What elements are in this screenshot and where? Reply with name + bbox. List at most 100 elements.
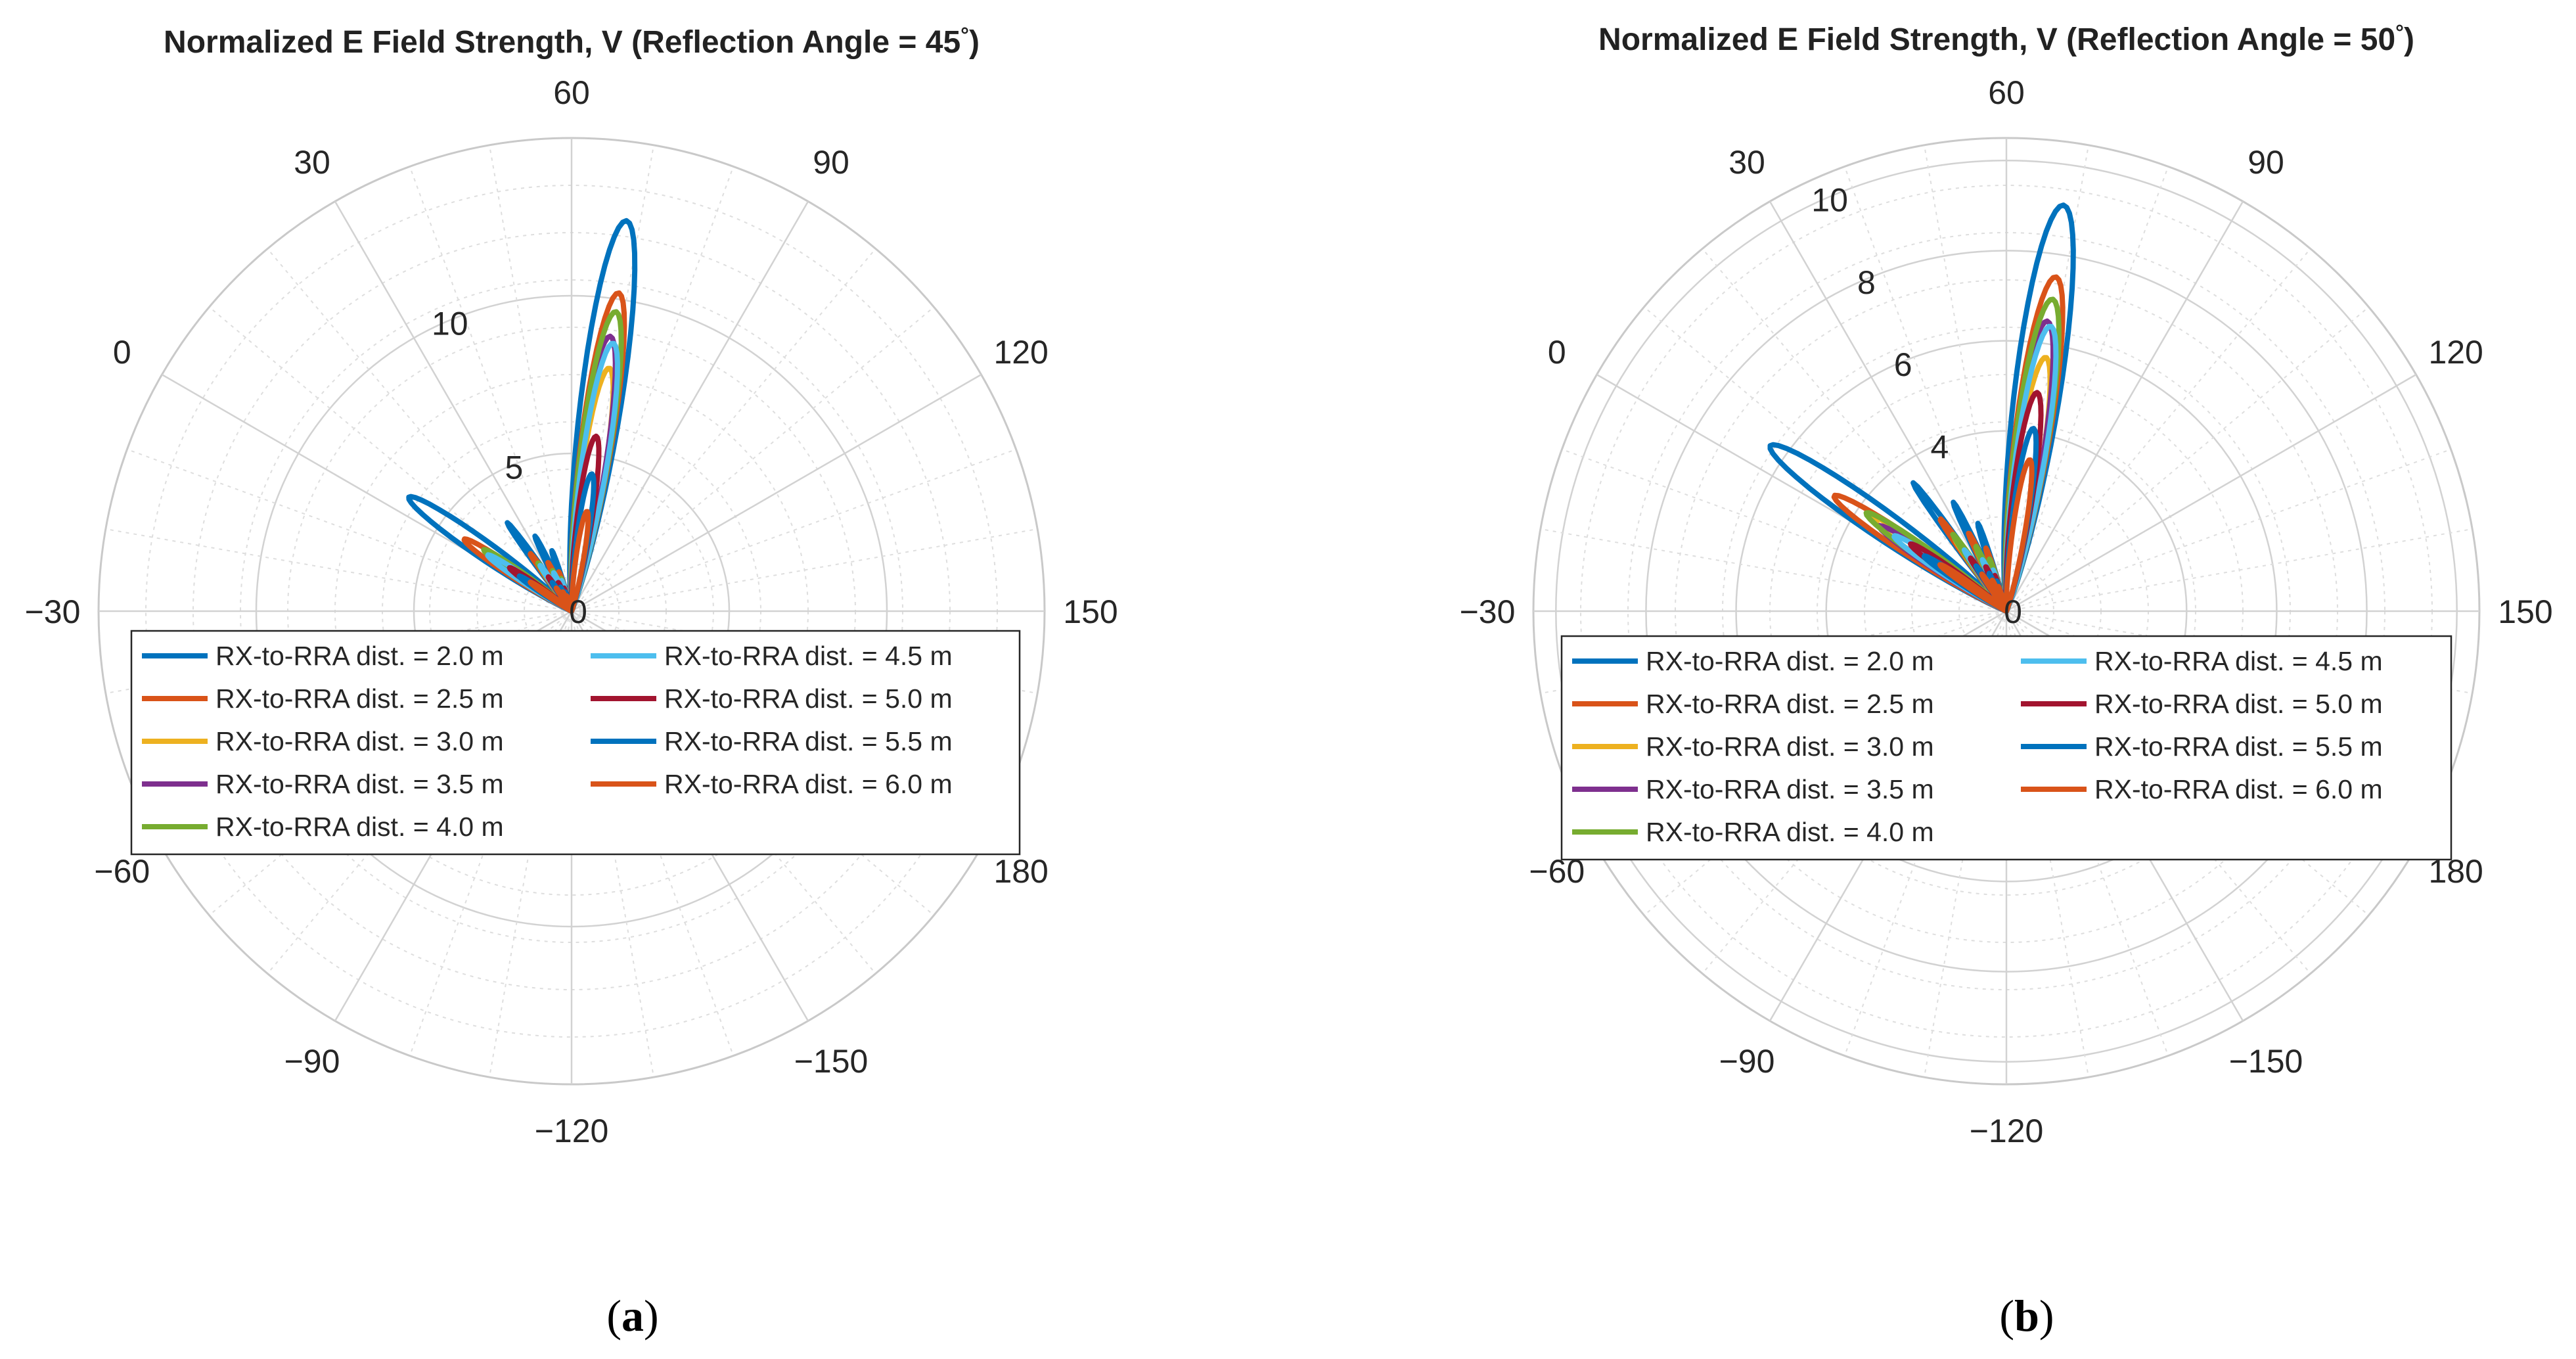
panel-b-major-spoke — [2006, 373, 2417, 612]
panel-b-minor-spoke — [2006, 166, 2169, 612]
panel-b-minor-spoke — [2006, 528, 2473, 612]
panel-b-major-spoke — [1769, 200, 2008, 612]
panel-a-minor-spoke — [409, 166, 572, 612]
panel-a-legend-label: RX-to-RRA dist. = 2.0 m — [215, 641, 504, 671]
panel-a-trace — [528, 509, 591, 614]
panel-b-radial-label: 4 — [1931, 428, 1949, 465]
panel-a-title-main: Normalized E Field Strength, V (Reflecti… — [164, 25, 960, 60]
panel-a-angle-label: 90 — [813, 144, 849, 181]
panel-b-caption-close: ) — [2039, 1291, 2054, 1341]
panel-a-radial-label: 5 — [505, 449, 523, 486]
panel-b-major-spoke — [2005, 200, 2244, 612]
panel-b-caption-letter: b — [2014, 1291, 2039, 1341]
panel-a-minor-spoke — [127, 448, 572, 612]
panel-b-angle-label: 0 — [1548, 334, 1566, 371]
panel-a-angle-label: 120 — [993, 334, 1048, 371]
panel-a-legend-box — [130, 630, 1021, 856]
panel-a-minor-spoke — [571, 306, 935, 612]
panel-a-legend-label: RX-to-RRA dist. = 4.0 m — [215, 812, 504, 842]
panel-b-radial-label: 6 — [1894, 346, 1912, 383]
panel-a-caption-close: ) — [644, 1291, 659, 1341]
panel-b-title-main: Normalized E Field Strength, V (Reflecti… — [1598, 22, 2395, 57]
panel-a-legend-label: RX-to-RRA dist. = 3.0 m — [215, 726, 504, 756]
panel-b-angle-label: −120 — [1970, 1113, 2044, 1149]
panel-b-angle-label: 120 — [2428, 334, 2483, 371]
panel-a-caption-letter: a — [621, 1291, 644, 1341]
panel-a: Normalized E Field Strength, V (Reflecti… — [25, 23, 1118, 1341]
panel-a-angle-label: 60 — [553, 74, 590, 111]
panel-b-minor-spoke — [1562, 448, 2007, 612]
panel-a-major-spoke — [334, 200, 573, 612]
panel-b-angle-label: −90 — [1719, 1043, 1775, 1080]
panel-b-legend-box — [1560, 635, 2452, 861]
panel-a-angle-label: −150 — [794, 1043, 869, 1080]
panel-a-minor-spoke — [571, 248, 876, 612]
panel-a-angle-label: −30 — [25, 593, 81, 630]
panel-a-caption-open: ( — [606, 1291, 621, 1341]
panel-b-legend-label: RX-to-RRA dist. = 5.5 m — [2094, 731, 2383, 762]
panel-a-angle-label: 150 — [1063, 593, 1118, 630]
panel-a-legend-label: RX-to-RRA dist. = 6.0 m — [664, 769, 953, 799]
panel-a-legend-label: RX-to-RRA dist. = 3.5 m — [215, 769, 504, 799]
panel-a-angle-labels: 30 60 90 120 150 180 −150 −120 −90 −60 −30 0 — [25, 74, 1118, 1149]
panel-b-title-degree: ° — [2395, 20, 2404, 44]
panel-b-angle-label: 90 — [2248, 144, 2284, 181]
panel-a-minor-spoke — [571, 528, 1038, 612]
panel-a-title-degree: ° — [960, 23, 969, 47]
panel-a-traces — [406, 218, 638, 614]
panel-a-legend-label: RX-to-RRA dist. = 5.0 m — [664, 683, 953, 714]
panel-a-angle-label: 30 — [294, 144, 330, 181]
panel-b-angle-label: −150 — [2229, 1043, 2303, 1080]
panel-a-angle-label: 0 — [113, 334, 131, 371]
panel-b-legend-label: RX-to-RRA dist. = 2.0 m — [1646, 646, 1934, 676]
panel-a-legend: RX-to-RRA dist. = 2.0 m RX-to-RRA dist. =… — [130, 630, 1021, 856]
panel-b-minor-spoke — [2006, 306, 2370, 612]
panel-a-radial-labels: 0 5 10 — [432, 305, 587, 630]
panel-b-title-close: ) — [2404, 22, 2414, 57]
panel-a-minor-spoke — [105, 528, 572, 612]
panel-b-caption-open: ( — [1999, 1291, 2014, 1341]
panel-b-legend-label: RX-to-RRA dist. = 4.5 m — [2094, 646, 2383, 676]
panel-b-legend-label: RX-to-RRA dist. = 3.5 m — [1646, 774, 1934, 804]
panel-b-radial-labels: 0 4 6 8 10 — [1811, 182, 2022, 630]
panel-a-angle-label: −60 — [94, 853, 150, 890]
panel-b-radial-label: 10 — [1811, 182, 1848, 219]
panel-b-legend-label: RX-to-RRA dist. = 5.0 m — [2094, 689, 2383, 719]
panel-a-title-close: ) — [969, 25, 980, 60]
panel-a-legend-label: RX-to-RRA dist. = 5.5 m — [664, 726, 953, 756]
panel-b-angle-label: 30 — [1729, 144, 1765, 181]
panel-a-radial-label: 0 — [569, 593, 587, 630]
panel-a-radial-label: 10 — [432, 305, 468, 342]
panel-b-radial-label: 0 — [2004, 593, 2022, 630]
panel-b-legend-label: RX-to-RRA dist. = 3.0 m — [1646, 731, 1934, 762]
panel-b-minor-spoke — [2006, 448, 2451, 612]
panel-a-angle-label: −90 — [284, 1043, 340, 1080]
panel-b-minor-spoke — [1540, 528, 2007, 612]
panel-a-minor-spoke — [267, 248, 572, 612]
panel-a-angle-label: −120 — [535, 1113, 609, 1149]
panel-b-title: Normalized E Field Strength, V (Reflecti… — [1598, 20, 2414, 57]
panel-b-minor-spoke — [2006, 248, 2311, 612]
panel-b-legend-label: RX-to-RRA dist. = 2.5 m — [1646, 689, 1934, 719]
panel-b-angle-label: 60 — [1988, 74, 2025, 111]
panel-a-major-spoke — [571, 373, 982, 612]
panel-a-title: Normalized E Field Strength, V (Reflecti… — [164, 23, 980, 60]
panel-b-legend: RX-to-RRA dist. = 2.0 m RX-to-RRA dist. =… — [1560, 635, 2452, 861]
panel-b-minor-spoke — [1923, 145, 2007, 612]
panel-b: Normalized E Field Strength, V (Reflecti… — [1460, 20, 2553, 1341]
panel-b-caption: (b) — [1999, 1291, 2054, 1341]
panel-a-legend-label: RX-to-RRA dist. = 2.5 m — [215, 683, 504, 714]
panel-a-minor-spoke — [571, 166, 734, 612]
panel-b-legend-label: RX-to-RRA dist. = 6.0 m — [2094, 774, 2383, 804]
panel-b-angle-label: 150 — [2498, 593, 2552, 630]
panel-b-traces — [1767, 202, 2076, 614]
panel-a-major-spoke — [570, 200, 809, 612]
panel-a-angle-label: 180 — [993, 853, 1048, 890]
panel-a-minor-spoke — [488, 145, 572, 612]
panel-a-caption: (a) — [606, 1291, 658, 1341]
panel-b-angle-label: −30 — [1460, 593, 1516, 630]
panel-a-legend-label: RX-to-RRA dist. = 4.5 m — [664, 641, 953, 671]
panel-b-trace — [1937, 457, 2035, 614]
